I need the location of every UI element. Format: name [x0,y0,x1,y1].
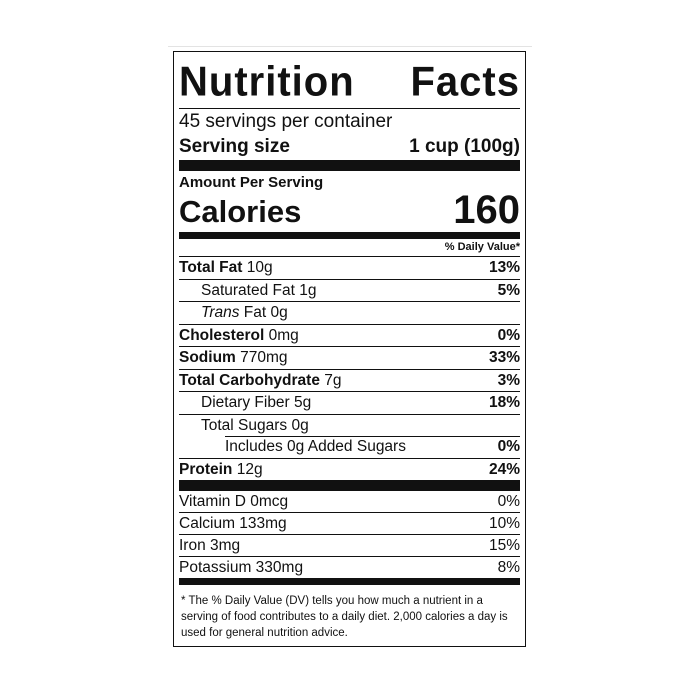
calories-label: Calories [179,194,302,229]
nutrient-dv: 24% [488,460,520,478]
vitamin-name: Calcium 133mg [179,515,287,532]
medium-rule [179,578,520,585]
nutrient-row-total-sugars: Total Sugars 0g [179,413,520,437]
thick-rule [179,160,520,171]
nutrient-name: Total Sugars 0g [201,416,309,434]
daily-value-header: % Daily Value* [444,241,520,253]
vitamin-row-potassium: Potassium 330mg 8% [179,556,520,578]
vitamin-dv: 10% [488,515,520,532]
nutrient-name: Total Carbohydrate [179,371,320,389]
nutrient-dv: 5% [497,281,520,299]
nutrient-row-added-sugars: Includes 0g Added Sugars 0% [179,436,520,458]
title-rule [179,108,520,109]
vitamin-dv: 15% [488,537,520,554]
vitamin-row-calcium: Calcium 133mg 10% [179,512,520,534]
vitamin-name: Potassium 330mg [179,559,304,576]
vitamin-dv: 0% [497,493,520,510]
amount-per-serving: Amount Per Serving [179,174,324,191]
nutrient-name: Total Fat [179,259,243,276]
serving-size-value: 1 cup (100g) [409,136,520,157]
nutrient-name: Fat 0g [243,304,288,321]
vitamin-dv: 8% [497,559,520,576]
nutrient-dv: 33% [488,349,520,366]
nutrient-row-trans-fat: Trans Fat 0g [179,301,520,324]
nutrient-name: Cholesterol [179,326,265,344]
added-sugars-rule [225,436,520,437]
daily-value-footnote: * The % Daily Value (DV) tells you how m… [181,595,508,639]
nutrient-row-total-carbohydrate: Total Carbohydrate 7g 3% [179,368,520,392]
nutrient-name: Sodium [179,349,236,366]
nutrient-dv: 0% [497,326,520,344]
nutrient-dv: 18% [488,394,520,411]
nutrient-row-sodium: Sodium 770mg 33% [179,346,520,369]
nutrient-name: Dietary Fiber 5g [201,394,312,411]
thick-rule [179,480,520,491]
vitamin-name: Vitamin D 0mcg [179,493,289,510]
medium-rule [179,232,520,239]
serving-size-label: Serving size [179,136,290,157]
serving-size-row: Serving size 1 cup (100g) [179,134,520,160]
nutrient-amount: 10g [246,259,273,276]
vitamin-list: Vitamin D 0mcg 0% Calcium 133mg 10% Iron… [179,491,520,578]
label-title: Nutrition Facts [179,58,520,106]
top-divider [168,46,532,47]
nutrient-dv: 3% [497,371,520,389]
nutrient-name: Protein [179,460,233,478]
vitamin-row-iron: Iron 3mg 15% [179,534,520,556]
nutrient-name: Saturated Fat 1g [201,281,317,299]
nutrition-facts-label: Nutrition Facts 45 servings per containe… [173,51,526,647]
nutrient-amount: 7g [324,371,342,389]
nutrient-amount: 0mg [268,326,299,344]
vitamin-name: Iron 3mg [179,537,241,554]
nutrient-row-cholesterol: Cholesterol 0mg 0% [179,323,520,347]
nutrient-amount: 770mg [240,349,288,366]
nutrient-row-saturated-fat: Saturated Fat 1g 5% [179,278,520,302]
calories-value: 160 [453,188,520,232]
nutrient-row-dietary-fiber: Dietary Fiber 5g 18% [179,391,520,414]
calories-row: Calories 160 [179,188,520,232]
nutrient-dv: 13% [488,259,520,276]
nutrient-dv: 0% [497,438,520,455]
nutrient-name: Includes 0g Added Sugars [225,438,406,455]
trans-italic: Trans [201,304,240,321]
servings-per-container: 45 servings per container [179,111,393,132]
nutrient-row-total-fat: Total Fat 10g 13% [179,256,520,279]
nutrient-list: Total Fat 10g 13% Saturated Fat 1g 5% Tr… [179,256,520,480]
vitamin-row-vitamin-d: Vitamin D 0mcg 0% [179,491,520,512]
nutrient-row-protein: Protein 12g 24% [179,457,520,481]
nutrient-amount: 12g [236,460,263,478]
